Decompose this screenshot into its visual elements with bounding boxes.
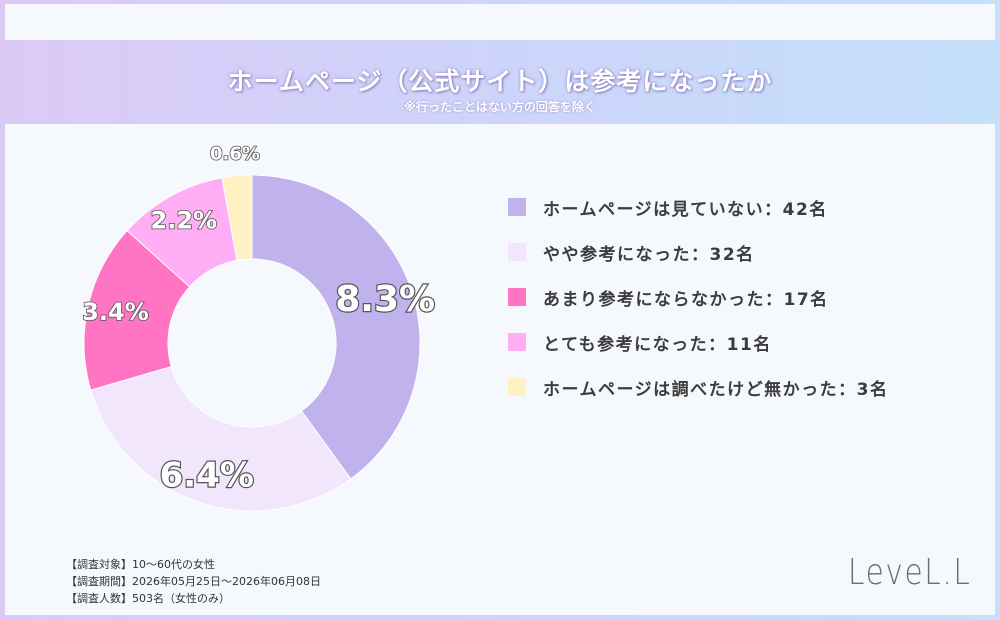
top-bar <box>5 4 995 40</box>
slice-label-1: 6.4% <box>160 455 254 495</box>
legend-item: ホームページは見ていない：42名 <box>508 196 888 220</box>
chart-slices <box>83 174 421 512</box>
chart-subtitle: ※行ったことはない方の回答を除く <box>404 100 596 114</box>
legend-item: あまり参考にならなかった：17名 <box>508 286 888 310</box>
note-target: 【調査対象】10～60代の女性 <box>66 558 215 571</box>
note-count: 【調査人数】503名（女性のみ） <box>66 592 230 605</box>
legend-label: やや参考になった：32名 <box>543 244 755 265</box>
legend: ホームページは見ていない：42名 やや参考になった：32名 あまり参考にならなか… <box>508 196 888 421</box>
legend-swatch-2 <box>508 288 526 306</box>
legend-swatch-0 <box>508 198 526 216</box>
donut-slice-1 <box>90 365 352 512</box>
legend-label: ホームページは見ていない：42名 <box>543 199 828 220</box>
legend-label: ホームページは調べたけど無かった：3名 <box>543 379 889 400</box>
legend-label: あまり参考にならなかった：17名 <box>543 289 829 310</box>
legend-label: とても参考になった：11名 <box>543 334 772 355</box>
legend-item: やや参考になった：32名 <box>508 241 888 265</box>
legend-swatch-3 <box>508 333 526 351</box>
chart-title: ホームページ（公式サイト）は参考になったか <box>227 67 773 96</box>
donut-slice-0 <box>251 174 421 480</box>
slice-label-3: 2.2% <box>151 207 218 235</box>
slice-label-0: 8.3% <box>335 279 435 320</box>
survey-notes: 【調査対象】10～60代の女性 【調査期間】2026年05月25日～2026年0… <box>66 556 321 607</box>
slice-label-4: 0.6% <box>210 143 260 164</box>
legend-item: とても参考になった：11名 <box>508 331 888 355</box>
donut-slice-4 <box>221 174 253 261</box>
legend-swatch-4 <box>508 378 526 396</box>
slice-label-2: 3.4% <box>82 298 149 326</box>
legend-item: ホームページは調べたけど無かった：3名 <box>508 376 889 400</box>
header: ホームページ（公式サイト）は参考になったか ※行ったことはない方の回答を除く <box>0 40 1000 124</box>
brand-logo: LeveL.L <box>848 552 972 593</box>
legend-swatch-1 <box>508 243 526 261</box>
chart-labels: 8.3% 6.4% 3.4% 2.2% 0.6% <box>81 142 436 496</box>
note-period: 【調査期間】2026年05月25日～2026年06月08日 <box>66 575 321 588</box>
